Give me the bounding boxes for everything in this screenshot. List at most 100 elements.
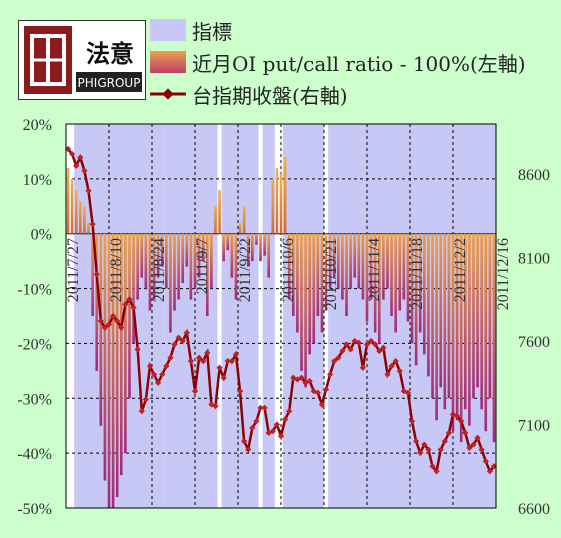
pcr-bar bbox=[451, 233, 455, 432]
pcr-bar bbox=[193, 233, 197, 289]
legend-swatch-taiex bbox=[150, 88, 186, 100]
taiex-point bbox=[372, 341, 379, 348]
taiex-point bbox=[327, 371, 334, 378]
taiex-point bbox=[474, 434, 481, 441]
taiex-point bbox=[286, 408, 293, 415]
pcr-bar bbox=[103, 233, 107, 481]
pcr-bar bbox=[144, 233, 148, 289]
taiex-point bbox=[85, 187, 92, 194]
pcr-bar bbox=[418, 233, 422, 333]
taiex-point bbox=[396, 367, 403, 375]
taiex-point bbox=[257, 404, 264, 411]
y-left-tick-label: -40% bbox=[17, 446, 52, 463]
taiex-point bbox=[298, 374, 305, 381]
taiex-point bbox=[355, 339, 362, 346]
legend-item-index: 指標 bbox=[150, 16, 232, 44]
legend-label-taiex: 台指期收盤(右軸) bbox=[192, 83, 348, 108]
taiex-point bbox=[462, 429, 469, 436]
taiex-point bbox=[380, 344, 387, 351]
pcr-bar bbox=[459, 233, 463, 443]
taiex-point bbox=[126, 296, 133, 303]
pcr-bar bbox=[271, 178, 275, 234]
pcr-bar bbox=[279, 173, 283, 234]
legend-item-pcr: 近月OI put/call ratio - 100%(左軸) bbox=[150, 48, 526, 76]
taiex-point bbox=[376, 347, 383, 355]
pcr-bar bbox=[140, 233, 144, 278]
x-tick-label: 2011/11/4 bbox=[366, 238, 383, 302]
pcr-bar bbox=[394, 233, 397, 333]
taiex-point bbox=[212, 403, 219, 410]
taiex-point bbox=[69, 150, 76, 158]
x-tick-label: 2011/7/27 bbox=[65, 238, 82, 302]
pcr-bar bbox=[304, 233, 307, 388]
plot-frame bbox=[65, 123, 497, 509]
taiex-point bbox=[273, 421, 281, 428]
pcr-bar bbox=[439, 233, 443, 388]
taiex-point bbox=[445, 429, 453, 436]
pcr-bar bbox=[308, 233, 311, 355]
taiex-point bbox=[453, 413, 461, 420]
pcr-bar bbox=[423, 233, 426, 355]
pcr-bar bbox=[386, 233, 389, 289]
pcr-bar bbox=[267, 233, 271, 278]
taiex-point bbox=[314, 389, 321, 396]
pcr-bar bbox=[324, 233, 328, 311]
pcr-bar bbox=[214, 206, 217, 234]
pcr-bar bbox=[312, 233, 316, 344]
legend: 指標 近月OI put/call ratio - 100%(左軸) 台指期收盤(… bbox=[150, 16, 530, 112]
taiex-point bbox=[81, 167, 88, 174]
taiex-point bbox=[363, 341, 371, 348]
taiex-point bbox=[277, 433, 285, 440]
pcr-bar bbox=[472, 233, 475, 399]
logo-text-cn: 法意 bbox=[86, 40, 134, 68]
legend-swatch-index bbox=[150, 19, 186, 41]
y-right-tick-label: 7600 bbox=[518, 334, 550, 351]
pcr-bar bbox=[173, 233, 176, 311]
pcr-bar bbox=[152, 233, 156, 300]
taiex-point bbox=[408, 418, 416, 425]
taiex-point bbox=[392, 357, 399, 365]
taiex-point bbox=[421, 441, 428, 448]
taiex-point bbox=[470, 441, 477, 448]
taiex-point bbox=[73, 162, 80, 169]
taiex-point bbox=[425, 446, 432, 453]
taiex-point bbox=[433, 468, 440, 475]
taiex-point bbox=[413, 438, 420, 445]
pcr-bar bbox=[91, 233, 94, 316]
pcr-bar bbox=[337, 233, 340, 289]
taiex-point bbox=[441, 438, 448, 445]
taiex-point bbox=[367, 337, 375, 345]
y-left-tick-label: 0% bbox=[31, 227, 52, 244]
taiex-point bbox=[269, 428, 276, 435]
y-left-tick-label: -10% bbox=[17, 282, 52, 299]
x-tick-label: 2011/8/24 bbox=[151, 238, 168, 302]
legend-swatch-pcr bbox=[150, 51, 186, 73]
pcr-bar bbox=[373, 233, 377, 333]
pcr-bar bbox=[222, 233, 225, 262]
taiex-point bbox=[343, 341, 350, 348]
taiex-point bbox=[318, 401, 326, 408]
pcr-bar bbox=[226, 233, 230, 251]
taiex-point bbox=[331, 357, 338, 365]
pcr-bar bbox=[468, 233, 471, 426]
pcr-bar bbox=[410, 233, 414, 344]
pcr-bar bbox=[230, 233, 234, 278]
pcr-bar bbox=[181, 233, 185, 284]
x-tick-label: 2011/11/18 bbox=[409, 238, 426, 310]
y-left-tick-label: -30% bbox=[17, 391, 52, 408]
pcr-bar bbox=[238, 222, 242, 234]
pcr-bar bbox=[160, 233, 164, 267]
pcr-bar bbox=[320, 233, 324, 333]
taiex-point bbox=[335, 354, 342, 361]
taiex-point bbox=[417, 449, 424, 457]
pcr-bar bbox=[275, 167, 279, 234]
logo-graphic: 法意 PHIGROUP bbox=[17, 19, 147, 101]
taiex-point bbox=[261, 404, 268, 411]
pcr-bar bbox=[287, 233, 291, 300]
pcr-bar bbox=[83, 206, 86, 234]
pcr-bar bbox=[201, 233, 205, 262]
pcr-bar bbox=[218, 189, 221, 234]
legend-item-taiex: 台指期收盤(右軸) bbox=[150, 80, 348, 108]
y-right-tick-label: 8600 bbox=[518, 167, 550, 184]
indicator-span-0 bbox=[74, 124, 165, 508]
